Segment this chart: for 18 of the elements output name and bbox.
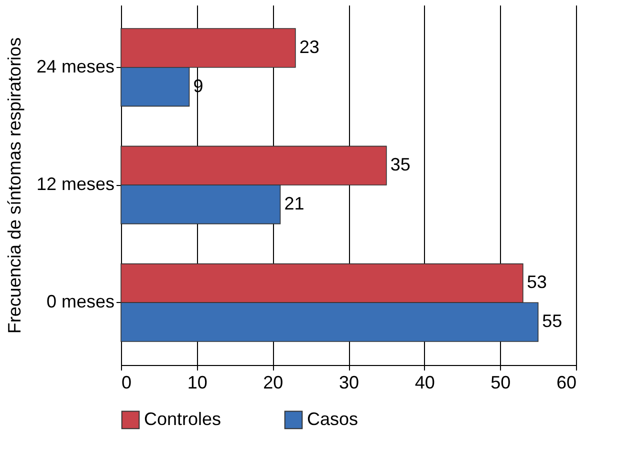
data-label: 21 xyxy=(284,193,304,214)
y-tick-label: 12 meses xyxy=(36,174,114,194)
legend-label: Controles xyxy=(144,408,222,429)
x-tick-label: 0 xyxy=(122,372,132,392)
x-tick-label: 10 xyxy=(187,372,208,392)
data-label: 53 xyxy=(526,272,547,292)
y-tick-label: 24 meses xyxy=(36,56,114,76)
y-axis-title: Frecuencia de síntomas respiratorios xyxy=(4,37,24,334)
y-tick-label: 0 meses xyxy=(46,292,114,312)
x-tick-label: 30 xyxy=(338,372,360,392)
x-tick-label: 20 xyxy=(263,372,284,392)
x-tick-label: 50 xyxy=(490,372,511,392)
legend-label: Casos xyxy=(307,408,358,429)
data-label: 55 xyxy=(542,311,562,332)
x-tick-label: 40 xyxy=(414,372,435,392)
data-label: 35 xyxy=(390,154,410,175)
x-tick-label: 60 xyxy=(556,372,576,392)
data-label: 23 xyxy=(299,36,320,57)
